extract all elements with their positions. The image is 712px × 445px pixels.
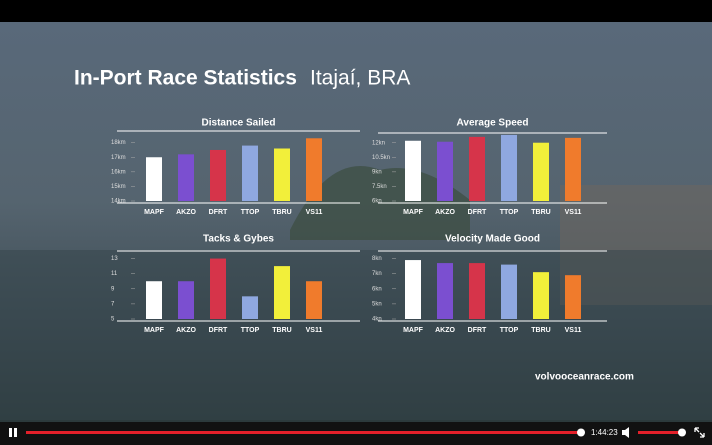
x-tick-label: TTOP <box>500 327 519 334</box>
pause-button[interactable] <box>9 428 17 437</box>
y-tick-label: 18km <box>111 140 126 146</box>
bar <box>274 266 290 319</box>
y-tick-label: 8kn <box>372 256 382 262</box>
fullscreen-button[interactable] <box>694 427 705 438</box>
water <box>0 250 712 420</box>
y-tick-label: 9kn <box>372 169 382 175</box>
chart-title: Average Speed <box>457 118 529 129</box>
y-tick-label: 11 <box>111 271 118 277</box>
time-display: 1:44:23 <box>591 428 618 437</box>
x-tick-label: DFRT <box>209 327 228 334</box>
x-tick-label: MAPF <box>403 209 424 216</box>
slide-subtitle: Itajaí, BRA <box>310 67 410 90</box>
y-tick-label: 10.5kn <box>372 155 390 161</box>
bar <box>469 263 485 319</box>
x-tick-label: TBRU <box>272 327 291 334</box>
x-tick-label: TTOP <box>241 327 260 334</box>
y-tick-label: 5 <box>111 317 115 323</box>
x-tick-label: TBRU <box>531 327 550 334</box>
x-tick-label: VS11 <box>306 327 323 334</box>
bar <box>501 134 517 201</box>
bar <box>565 137 581 201</box>
y-tick-label: 4kn <box>372 317 382 323</box>
bar <box>437 263 453 319</box>
x-tick-label: TBRU <box>272 209 291 216</box>
bar <box>242 296 258 319</box>
x-tick-label: AKZO <box>435 327 455 334</box>
bar <box>501 264 517 319</box>
volume-button[interactable] <box>622 427 629 438</box>
y-tick-label: 9 <box>111 286 115 292</box>
x-tick-label: VS11 <box>565 209 582 216</box>
pause-icon[interactable] <box>14 428 17 437</box>
pause-icon[interactable] <box>9 428 12 437</box>
bar <box>565 275 581 319</box>
y-tick-label: 7.5kn <box>372 184 387 190</box>
y-tick-label: 7kn <box>372 271 382 277</box>
y-tick-label: 17km <box>111 155 126 161</box>
bar <box>405 140 421 201</box>
y-tick-label: 5kn <box>372 301 382 307</box>
y-tick-label: 7 <box>111 301 115 307</box>
y-tick-label: 15km <box>111 184 126 190</box>
y-tick-label: 16km <box>111 169 126 175</box>
bar <box>210 258 226 319</box>
x-tick-label: VS11 <box>306 209 323 216</box>
bar <box>178 281 194 319</box>
chart-title: Distance Sailed <box>202 118 276 129</box>
bar <box>469 136 485 201</box>
x-tick-label: DFRT <box>468 209 487 216</box>
slide-title: In-Port Race Statistics <box>74 67 297 90</box>
bar <box>437 141 453 201</box>
y-tick-label: 14km <box>111 199 126 205</box>
volume-slider[interactable] <box>638 431 682 434</box>
progress-played[interactable] <box>26 431 582 434</box>
y-tick-label: 6kn <box>372 286 382 292</box>
chart-title: Velocity Made Good <box>445 234 540 245</box>
x-tick-label: AKZO <box>176 209 196 216</box>
x-tick-label: TTOP <box>241 209 260 216</box>
bar <box>146 157 162 201</box>
chart-title: Tacks & Gybes <box>203 234 274 245</box>
logo: volvooceanrace.com <box>535 372 634 383</box>
bar <box>242 145 258 201</box>
bar <box>146 281 162 319</box>
y-tick-label: 6kn <box>372 199 382 205</box>
bar <box>533 272 549 319</box>
y-tick-label: 12kn <box>372 140 385 146</box>
bar <box>306 138 322 201</box>
bar <box>178 154 194 201</box>
x-tick-label: DFRT <box>209 209 228 216</box>
x-tick-label: TBRU <box>531 209 550 216</box>
volume-handle[interactable] <box>678 428 686 437</box>
bar <box>533 142 549 201</box>
x-tick-label: MAPF <box>144 327 165 334</box>
x-tick-label: AKZO <box>435 209 455 216</box>
x-tick-label: DFRT <box>468 327 487 334</box>
letterbox <box>0 0 712 22</box>
x-tick-label: TTOP <box>500 209 519 216</box>
progress-handle[interactable] <box>577 428 585 437</box>
x-tick-label: MAPF <box>403 327 424 334</box>
x-tick-label: MAPF <box>144 209 165 216</box>
bar <box>210 149 226 201</box>
y-tick-label: 13 <box>111 256 118 262</box>
x-tick-label: VS11 <box>565 327 582 334</box>
bar <box>306 281 322 319</box>
x-tick-label: AKZO <box>176 327 196 334</box>
bar <box>405 260 421 319</box>
bar <box>274 148 290 201</box>
